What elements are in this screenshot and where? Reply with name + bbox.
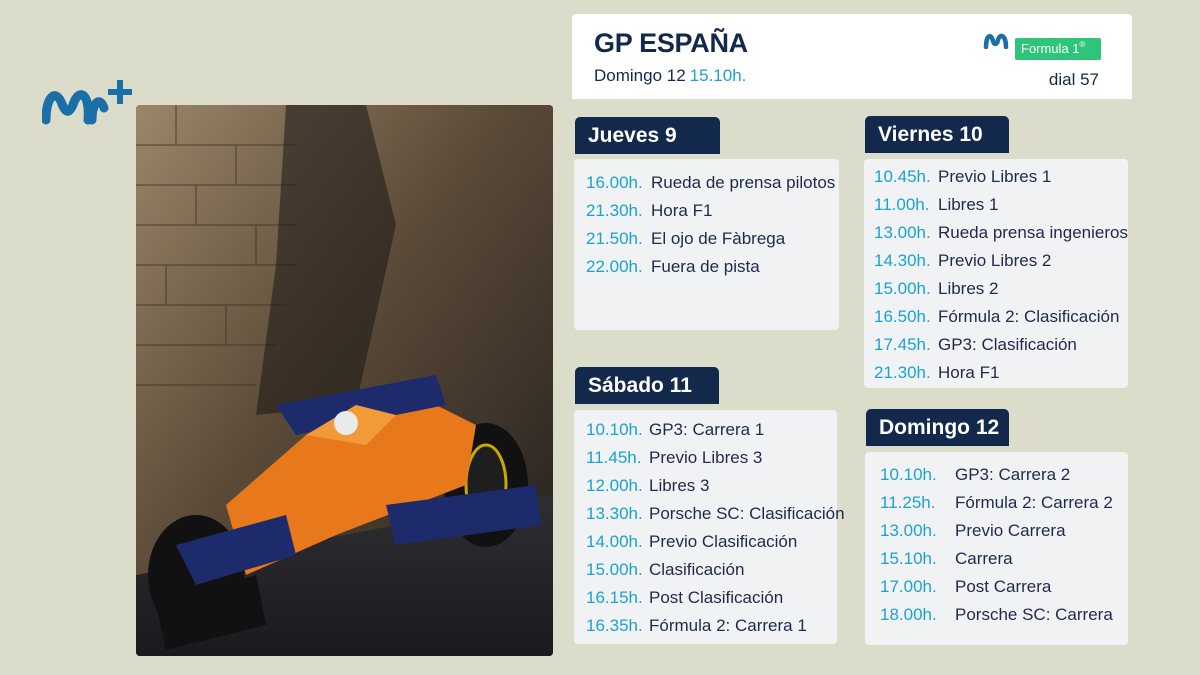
schedule-row: 21.30h. Hora F1 <box>864 359 1128 387</box>
row-time: 21.30h. <box>874 363 931 382</box>
schedule-row: 22.00h. Fuera de pista <box>574 253 839 281</box>
row-program: Fórmula 2: Carrera 1 <box>649 616 807 635</box>
row-time: 15.10h. <box>880 549 937 568</box>
schedule-row: 11.25h. Fórmula 2: Carrera 2 <box>865 489 1128 517</box>
channel-dial: dial 57 <box>1048 70 1099 89</box>
row-program: Previo Clasificación <box>649 532 798 551</box>
row-time: 13.00h. <box>874 223 931 242</box>
race-date: Domingo 12 15.10h. <box>594 66 746 86</box>
row-time: 17.45h. <box>874 335 931 354</box>
f1-car-photo <box>136 105 553 656</box>
row-program: Previo Libres 3 <box>649 448 763 467</box>
row-program: Porsche SC: Carrera <box>955 605 1113 624</box>
row-program: Previo Libres 2 <box>938 251 1052 270</box>
schedule-row: 13.00h. Previo Carrera <box>865 517 1128 545</box>
channel-badge: Formula 1® <box>1015 38 1101 60</box>
channel-badge-mark: ® <box>1079 40 1086 49</box>
schedule-row: 17.45h. GP3: Clasificación <box>864 331 1128 359</box>
row-program: GP3: Carrera 1 <box>649 420 765 439</box>
row-time: 15.00h. <box>874 279 931 298</box>
row-time: 16.15h. <box>586 588 643 607</box>
movistar-plus-logo <box>42 80 132 125</box>
row-program: Libres 2 <box>938 279 999 298</box>
schedule-row: 16.00h. Rueda de prensa pilotos <box>574 169 839 197</box>
row-program: Fórmula 2: Clasificación <box>938 307 1120 326</box>
schedule-viernes: 10.45h. Previo Libres 1 11.00h. Libres 1 1… <box>864 159 1128 388</box>
row-time: 10.10h. <box>880 465 937 484</box>
row-program: Post Clasificación <box>649 588 784 607</box>
row-program: Porsche SC: Clasificación <box>649 504 845 523</box>
row-time: 18.00h. <box>880 605 937 624</box>
day-tab-sabado: Sábado 11 <box>575 367 719 404</box>
day-tab-viernes: Viernes 10 <box>865 116 1009 153</box>
schedule-row: 16.35h. Fórmula 2: Carrera 1 <box>574 612 837 640</box>
row-time: 10.10h. <box>586 420 643 439</box>
row-program: Rueda de prensa pilotos <box>651 173 836 192</box>
schedule-domingo: 10.10h. GP3: Carrera 2 11.25h. Fórmula 2: … <box>865 452 1128 645</box>
schedule-row: 18.00h. Porsche SC: Carrera <box>865 601 1128 629</box>
row-time: 16.00h. <box>586 173 643 192</box>
row-time: 16.35h. <box>586 616 643 635</box>
row-program: Hora F1 <box>651 201 713 220</box>
row-program: Hora F1 <box>938 363 1000 382</box>
row-time: 21.50h. <box>586 229 643 248</box>
row-time: 11.45h. <box>586 448 642 467</box>
row-program: Previo Libres 1 <box>938 167 1052 186</box>
day-tab-domingo: Domingo 12 <box>866 409 1009 446</box>
row-program: Clasificación <box>649 560 745 579</box>
schedule-row: 13.30h. Porsche SC: Clasificación <box>574 500 845 528</box>
schedule-row: 13.00h. Rueda prensa ingenieros <box>864 219 1128 247</box>
header-card: GP ESPAÑA Domingo 12 15.10h. Formula 1® d… <box>572 14 1132 99</box>
schedule-row: 21.50h. El ojo de Fàbrega <box>574 225 839 253</box>
row-program: Carrera <box>955 549 1013 568</box>
schedule-row: 12.00h. Libres 3 <box>574 472 837 500</box>
row-time: 17.00h. <box>880 577 937 596</box>
day-tab-jueves: Jueves 9 <box>575 117 720 154</box>
row-time: 15.00h. <box>586 560 643 579</box>
row-program: Post Carrera <box>955 577 1052 596</box>
row-time: 12.00h. <box>586 476 643 495</box>
row-time: 14.00h. <box>586 532 643 551</box>
schedule-sabado: 10.10h. GP3: Carrera 1 11.45h. Previo Libr… <box>574 410 845 644</box>
schedule-jueves: 16.00h. Rueda de prensa pilotos 21.30h. Ho… <box>574 159 839 330</box>
row-program: Fórmula 2: Carrera 2 <box>955 493 1113 512</box>
schedule-row: 17.00h. Post Carrera <box>865 573 1128 601</box>
schedule-row: 14.30h. Previo Libres 2 <box>864 247 1128 275</box>
row-time: 16.50h. <box>874 307 931 326</box>
schedule-row: 11.00h. Libres 1 <box>864 191 1128 219</box>
row-time: 13.00h. <box>880 521 937 540</box>
schedule-row: 16.15h. Post Clasificación <box>574 584 837 612</box>
schedule-row: 15.10h. Carrera <box>865 545 1128 573</box>
row-program: Libres 3 <box>649 476 710 495</box>
row-program: Rueda prensa ingenieros <box>938 223 1128 242</box>
schedule-row: 10.10h. GP3: Carrera 1 <box>574 416 837 444</box>
schedule-row: 16.50h. Fórmula 2: Clasificación <box>864 303 1128 331</box>
row-program: GP3: Clasificación <box>938 335 1077 354</box>
row-program: Fuera de pista <box>651 257 760 276</box>
schedule-row: 11.45h. Previo Libres 3 <box>574 444 837 472</box>
schedule-row: 21.30h. Hora F1 <box>574 197 839 225</box>
row-program: Libres 1 <box>938 195 999 214</box>
row-time: 21.30h. <box>586 201 643 220</box>
row-time: 11.00h. <box>874 195 930 214</box>
row-program: Previo Carrera <box>955 521 1066 540</box>
row-time: 14.30h. <box>874 251 931 270</box>
schedule-row: 15.00h. Clasificación <box>574 556 837 584</box>
schedule-row: 15.00h. Libres 2 <box>864 275 1128 303</box>
row-program: GP3: Carrera 2 <box>955 465 1071 484</box>
schedule-row: 14.00h. Previo Clasificación <box>574 528 837 556</box>
row-time: 22.00h. <box>586 257 643 276</box>
schedule-row: 10.10h. GP3: Carrera 2 <box>865 461 1128 489</box>
movistar-m-icon <box>983 33 1009 49</box>
row-time: 13.30h. <box>586 504 643 523</box>
channel-badge-label: Formula 1 <box>1021 41 1080 56</box>
row-time: 11.25h. <box>880 493 936 512</box>
row-time: 10.45h. <box>874 167 931 186</box>
page-title: GP ESPAÑA <box>594 28 748 58</box>
race-date-label: Domingo 12 <box>594 66 686 85</box>
row-program: El ojo de Fàbrega <box>651 229 786 248</box>
race-time: 15.10h. <box>689 66 747 85</box>
schedule-row: 10.45h. Previo Libres 1 <box>864 163 1128 191</box>
